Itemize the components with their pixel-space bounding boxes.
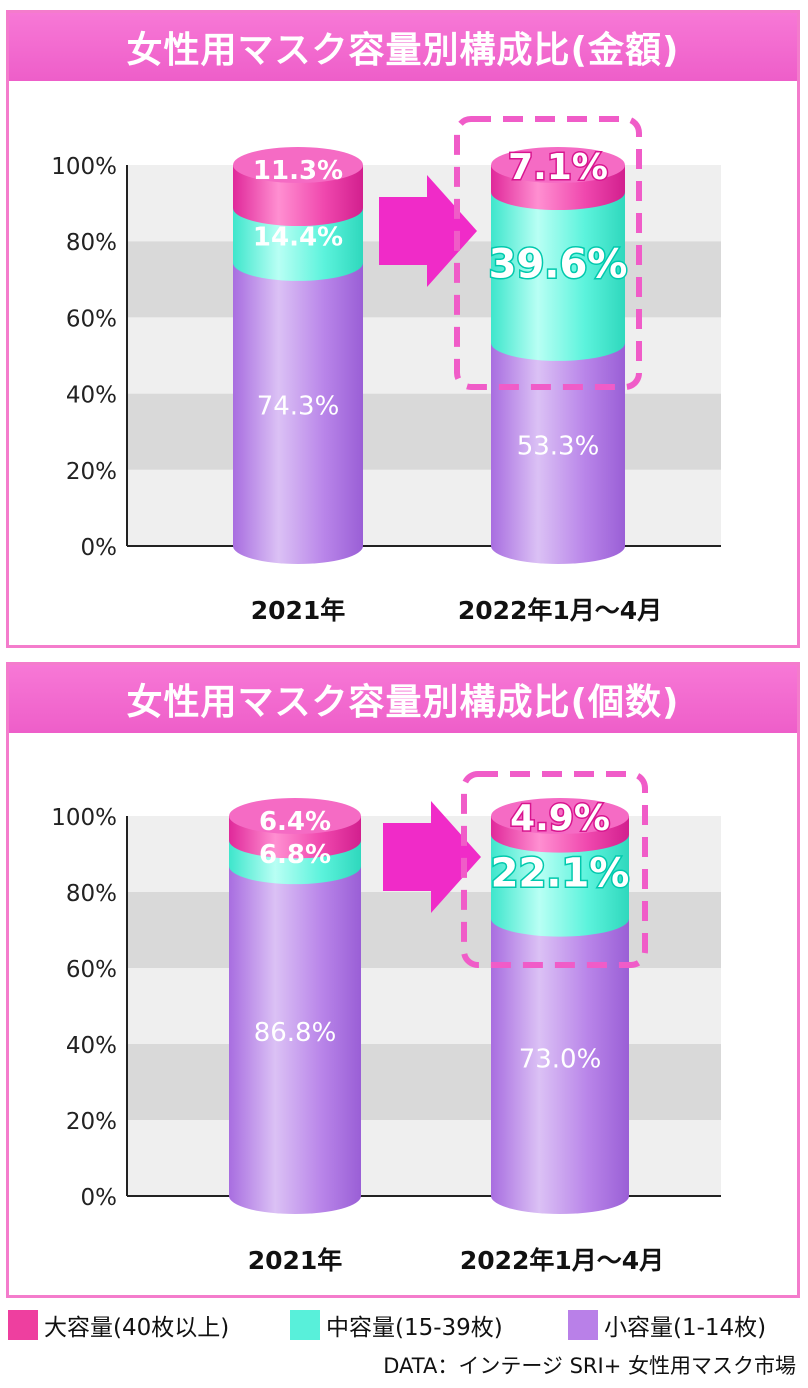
data-label: 7.1% bbox=[508, 147, 608, 188]
y-tick-label: 20% bbox=[66, 459, 117, 485]
y-tick-label: 40% bbox=[66, 383, 117, 409]
data-source: DATA：インテージ SRI+ 女性用マスク市場 bbox=[383, 1354, 796, 1378]
highlight-frame bbox=[454, 116, 642, 390]
x-tick-label: 2022年1月～4月 bbox=[460, 1246, 664, 1275]
grid-band bbox=[127, 1120, 721, 1196]
legend-label-large: 大容量(40枚以上) bbox=[44, 1315, 230, 1341]
y-tick-label: 0% bbox=[81, 1185, 118, 1211]
chart-panel-count: 女性用マスク容量別構成比(個数) 0% 20% 40% 60% 80% 100% 86.8%… bbox=[6, 662, 800, 1298]
legend-item-medium: 中容量(15-39枚) bbox=[290, 1305, 503, 1345]
legend: 大容量(40枚以上) 中容量(15-39枚) 小容量(1-14枚) bbox=[0, 1305, 808, 1345]
y-tick-label: 100% bbox=[51, 154, 117, 180]
bar-segment-small bbox=[491, 918, 629, 1214]
data-label: 14.4% bbox=[253, 222, 343, 252]
bar-segment-medium bbox=[233, 208, 363, 281]
data-label: 4.9% bbox=[510, 798, 610, 839]
legend-label-medium: 中容量(15-39枚) bbox=[326, 1315, 503, 1341]
chart-panel-amount: 女性用マスク容量別構成比(金額) 0% 20% 40% 60% 80% 100% 74.3%… bbox=[6, 10, 800, 648]
highlight-frame bbox=[461, 771, 648, 968]
y-tick-label: 40% bbox=[66, 1033, 117, 1059]
data-label: 39.6% bbox=[489, 241, 628, 287]
legend-swatch-large bbox=[8, 1310, 38, 1340]
grid-band bbox=[127, 393, 721, 470]
chart-amount: 0% 20% 40% 60% 80% 100% 74.3% 14.4% 11.3% 2021年 53… bbox=[51, 116, 721, 625]
bar-top-cap bbox=[229, 798, 361, 834]
bar-top-cap bbox=[233, 147, 363, 183]
grid-band bbox=[127, 469, 721, 546]
data-label: 6.4% bbox=[259, 807, 331, 837]
x-tick-label: 2021年 bbox=[248, 1246, 343, 1275]
y-tick-label: 100% bbox=[51, 805, 117, 831]
bar-top-cap bbox=[491, 147, 625, 183]
data-label: 11.3% bbox=[253, 156, 343, 186]
y-tick-label: 0% bbox=[81, 535, 118, 561]
data-label: 22.1% bbox=[491, 851, 630, 897]
data-label: 6.8% bbox=[259, 840, 331, 870]
bar-segment-small bbox=[491, 342, 625, 564]
y-tick-label: 60% bbox=[66, 306, 117, 332]
legend-swatch-medium bbox=[290, 1310, 320, 1340]
y-tick-label: 80% bbox=[66, 230, 117, 256]
arrow-icon bbox=[383, 801, 481, 913]
chart-title-amount: 女性用マスク容量別構成比(金額) bbox=[126, 30, 680, 71]
grid-band bbox=[127, 892, 721, 968]
legend-item-small: 小容量(1-14枚) bbox=[568, 1305, 766, 1345]
grid-band bbox=[127, 968, 721, 1044]
bar-segment-small bbox=[233, 262, 363, 564]
chart-title-count: 女性用マスク容量別構成比(個数) bbox=[126, 682, 680, 723]
arrow-icon bbox=[379, 175, 477, 287]
bar-segment-medium bbox=[491, 192, 625, 361]
panel-header-count: 女性用マスク容量別構成比(個数) bbox=[9, 665, 797, 733]
panel-header-amount: 女性用マスク容量別構成比(金額) bbox=[9, 13, 797, 81]
data-label: 73.0% bbox=[519, 1044, 602, 1074]
y-tick-label: 80% bbox=[66, 881, 117, 907]
grid-band bbox=[127, 1044, 721, 1120]
data-label: 86.8% bbox=[254, 1018, 337, 1048]
legend-item-large: 大容量(40枚以上) bbox=[8, 1305, 229, 1345]
bar-top-cap bbox=[491, 798, 629, 834]
x-tick-label: 2022年1月～4月 bbox=[458, 596, 662, 625]
y-tick-label: 60% bbox=[66, 957, 117, 983]
data-label: 74.3% bbox=[257, 391, 340, 421]
legend-swatch-small bbox=[568, 1310, 598, 1340]
bar-segment-small bbox=[229, 866, 361, 1214]
legend-label-small: 小容量(1-14枚) bbox=[604, 1315, 767, 1341]
chart-count: 0% 20% 40% 60% 80% 100% 86.8% 6.8%6.4% 2021年 73.0… bbox=[51, 771, 721, 1275]
x-tick-label: 2021年 bbox=[251, 596, 346, 625]
data-label: 53.3% bbox=[517, 431, 600, 461]
y-tick-label: 20% bbox=[66, 1109, 117, 1135]
bar-segment-medium bbox=[491, 834, 629, 937]
